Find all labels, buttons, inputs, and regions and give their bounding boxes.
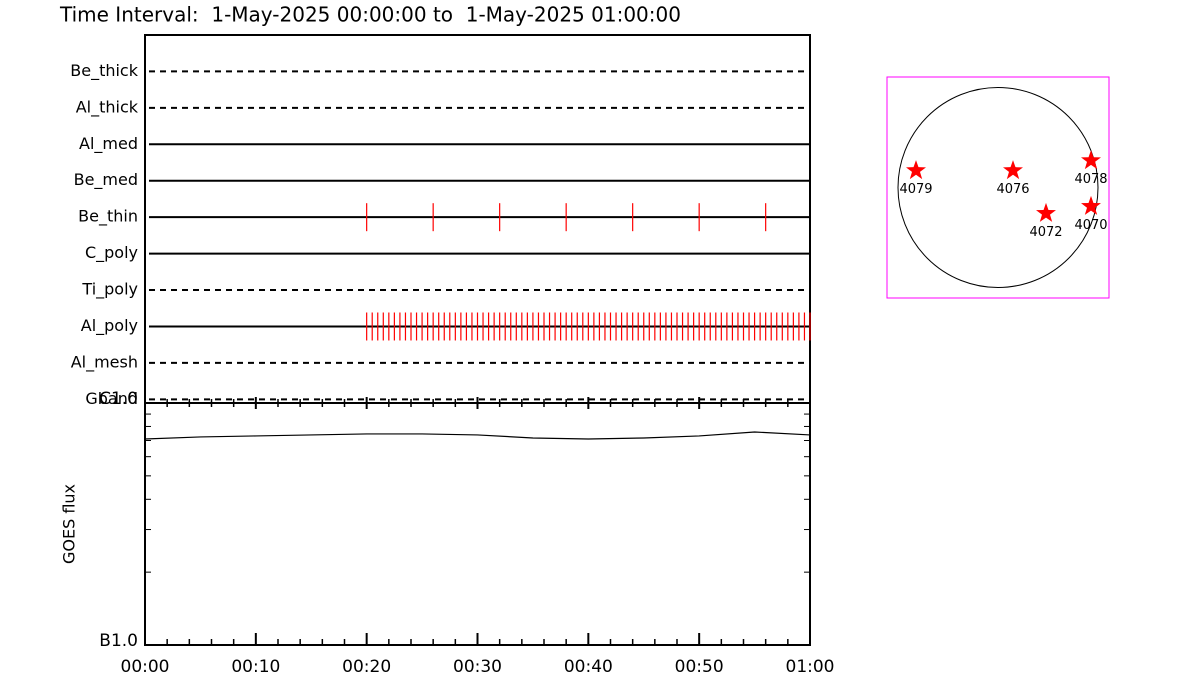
chart-title: Time Interval: 1-May-2025 00:00:00 to 1-… (59, 3, 681, 27)
row-label: Gband (85, 389, 138, 408)
row-label: Al_med (79, 134, 138, 154)
y-tick-label: C1.0 (99, 389, 138, 409)
x-tick-label: 00:30 (453, 657, 502, 677)
x-tick-label: 00:20 (342, 657, 391, 677)
y-tick-label: B1.0 (99, 631, 138, 651)
region-label: 4078 (1074, 172, 1107, 187)
row-label: Al_thick (76, 97, 139, 117)
region-marker (1081, 195, 1101, 215)
region-label: 4076 (996, 182, 1029, 197)
region-label: 4079 (899, 182, 932, 197)
panel-frame (144, 34, 811, 404)
solar-disk (897, 87, 1099, 288)
row-label: Be_thin (78, 207, 138, 227)
x-tick-label: 01:00 (786, 657, 835, 677)
x-tick-label: 00:40 (564, 657, 613, 677)
x-tick-label: 00:50 (675, 657, 724, 677)
row-label: Be_thick (70, 61, 138, 81)
x-tick-label: 00:10 (231, 657, 280, 677)
region-label: 4070 (1074, 218, 1107, 233)
region-marker (1081, 150, 1101, 170)
row-label: Be_med (74, 170, 138, 190)
map-frame (886, 76, 1110, 299)
y-axis-title: GOES flux (60, 484, 79, 564)
flux-line (144, 431, 811, 440)
panel-frame (144, 402, 811, 646)
region-label: 4072 (1029, 225, 1062, 240)
row-label: Al_poly (81, 316, 138, 336)
row-label: C_poly (85, 243, 138, 263)
region-marker (1003, 160, 1023, 180)
region-marker (906, 160, 926, 180)
row-label: Ti_poly (81, 280, 138, 300)
row-label: Al_mesh (71, 352, 138, 372)
region-marker (1036, 202, 1056, 222)
x-tick-label: 00:00 (121, 657, 170, 677)
